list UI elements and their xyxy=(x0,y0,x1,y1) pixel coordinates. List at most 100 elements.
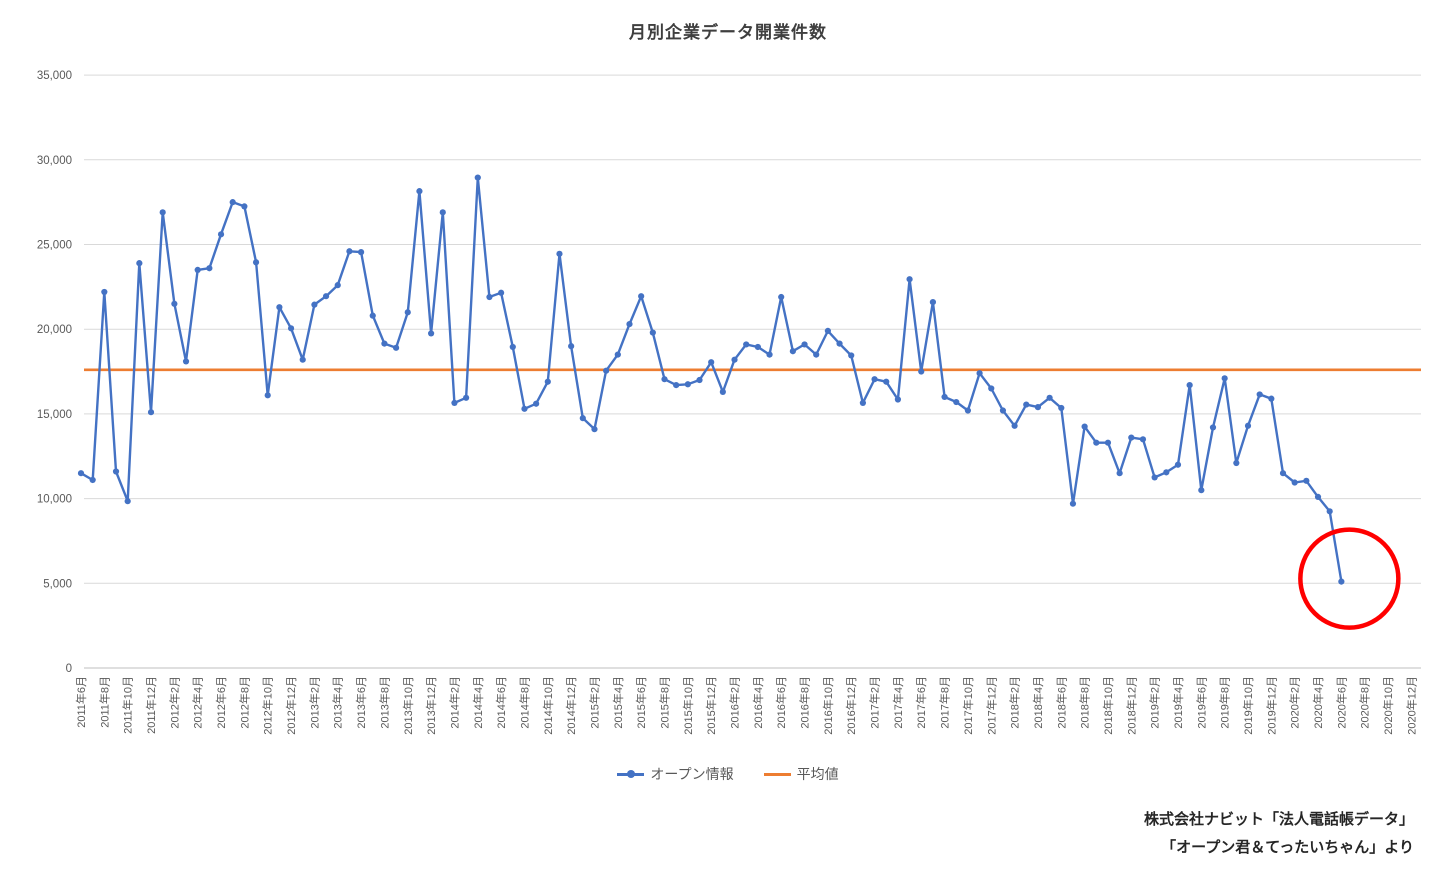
data-point-marker xyxy=(1163,469,1170,476)
data-point-marker xyxy=(859,399,866,406)
data-point-marker xyxy=(159,209,166,216)
data-point-marker xyxy=(813,351,820,358)
data-point-marker xyxy=(1151,474,1158,481)
data-point-marker xyxy=(416,188,423,195)
data-point-marker xyxy=(1198,487,1205,494)
data-point-marker xyxy=(1233,459,1240,467)
data-point-marker xyxy=(603,367,610,374)
x-tick-label: 2016年12月 xyxy=(844,676,858,735)
x-tick-label: 2016年4月 xyxy=(751,676,765,729)
y-tick-label: 35,000 xyxy=(37,70,72,82)
data-point-marker xyxy=(392,344,400,351)
x-tick-label: 2016年10月 xyxy=(821,676,835,735)
data-point-marker xyxy=(147,409,155,416)
data-point-marker xyxy=(451,399,458,406)
x-tick-label: 2013年4月 xyxy=(331,676,345,729)
x-tick-label: 2015年6月 xyxy=(634,676,648,729)
x-tick-label: 2020年10月 xyxy=(1381,676,1395,735)
legend-item-average: 平均値 xyxy=(763,764,839,784)
x-tick-label: 2013年6月 xyxy=(354,676,368,729)
legend-label-open-info: オープン情報 xyxy=(650,766,734,782)
data-point-marker xyxy=(474,174,481,181)
data-point-marker xyxy=(1314,493,1322,501)
x-tick-label: 2018年10月 xyxy=(1101,676,1115,735)
x-tick-label: 2013年10月 xyxy=(401,676,415,735)
data-point-marker xyxy=(1186,382,1193,389)
x-tick-label: 2017年4月 xyxy=(891,676,905,729)
x-tick-label: 2018年4月 xyxy=(1031,676,1045,729)
data-point-marker xyxy=(428,330,435,337)
x-tick-label: 2012年2月 xyxy=(167,676,181,729)
x-tick-label: 2017年10月 xyxy=(961,676,975,735)
data-point-marker xyxy=(334,282,341,289)
data-point-marker xyxy=(1058,404,1065,412)
data-point-marker xyxy=(1104,439,1112,446)
source-line-1: 株式会社ナビット「法人電話帳データ」 xyxy=(1143,811,1414,828)
average-line-icon xyxy=(763,772,791,776)
x-tick-label: 2020年4月 xyxy=(1311,676,1325,729)
data-point-marker xyxy=(369,312,376,319)
x-tick-label: 2013年8月 xyxy=(377,676,391,729)
x-tick-label: 2014年4月 xyxy=(471,676,485,729)
data-point-marker xyxy=(182,358,190,365)
data-point-marker xyxy=(883,378,890,385)
data-point-marker xyxy=(171,300,178,307)
data-point-marker xyxy=(801,341,808,348)
data-point-marker xyxy=(568,343,575,350)
y-tick-label: 5,000 xyxy=(43,578,72,590)
data-point-marker xyxy=(1244,422,1252,429)
x-tick-label: 2019年6月 xyxy=(1194,676,1208,729)
x-tick-label: 2011年10月 xyxy=(121,676,135,734)
x-tick-label: 2015年10月 xyxy=(681,676,695,735)
data-point-marker xyxy=(929,298,937,306)
data-point-marker xyxy=(1174,461,1182,468)
data-point-marker xyxy=(287,325,295,332)
data-point-marker xyxy=(463,394,470,401)
data-point-marker xyxy=(1303,477,1310,484)
x-tick-label: 2016年2月 xyxy=(728,676,742,729)
data-point-marker xyxy=(77,470,85,477)
data-point-marker xyxy=(1291,479,1298,486)
data-point-marker xyxy=(1046,394,1053,401)
data-point-marker xyxy=(918,368,925,375)
data-point-marker xyxy=(743,341,750,348)
data-point-marker xyxy=(673,382,680,389)
x-tick-label: 2012年4月 xyxy=(191,676,205,729)
x-tick-label: 2017年2月 xyxy=(868,676,882,729)
x-tick-label: 2019年12月 xyxy=(1264,676,1278,735)
x-tick-label: 2015年12月 xyxy=(704,676,718,735)
data-point-marker xyxy=(789,348,796,355)
x-tick-label: 2013年2月 xyxy=(307,676,321,729)
y-tick-label: 15,000 xyxy=(37,409,72,421)
highlight-circle xyxy=(1298,527,1401,630)
x-tick-label: 2020年2月 xyxy=(1288,676,1302,729)
data-point-marker xyxy=(101,288,108,296)
data-point-marker xyxy=(439,209,446,216)
x-tick-label: 2016年6月 xyxy=(774,676,788,729)
x-tick-label: 2014年10月 xyxy=(541,676,555,735)
data-point-marker xyxy=(1139,436,1147,443)
data-point-marker xyxy=(649,329,656,336)
data-point-marker xyxy=(1338,578,1345,585)
data-point-marker xyxy=(299,356,306,363)
data-point-marker xyxy=(1326,508,1333,515)
x-tick-label: 2015年2月 xyxy=(587,676,601,729)
y-tick-label: 0 xyxy=(66,663,72,675)
x-tick-label: 2016年8月 xyxy=(798,676,812,729)
x-tick-label: 2011年12月 xyxy=(144,676,158,734)
data-point-marker xyxy=(509,343,516,351)
x-tick-label: 2011年6月 xyxy=(74,676,88,728)
data-point-marker xyxy=(824,327,831,334)
data-point-marker xyxy=(999,407,1007,414)
x-tick-label: 2019年2月 xyxy=(1148,676,1162,729)
data-point-marker xyxy=(976,370,983,377)
data-point-marker xyxy=(1034,404,1042,411)
data-point-marker xyxy=(1128,434,1135,441)
data-point-marker xyxy=(661,376,668,383)
data-point-marker xyxy=(229,199,236,206)
data-point-marker xyxy=(217,231,225,238)
data-point-marker xyxy=(766,351,773,358)
data-point-marker xyxy=(241,203,248,210)
